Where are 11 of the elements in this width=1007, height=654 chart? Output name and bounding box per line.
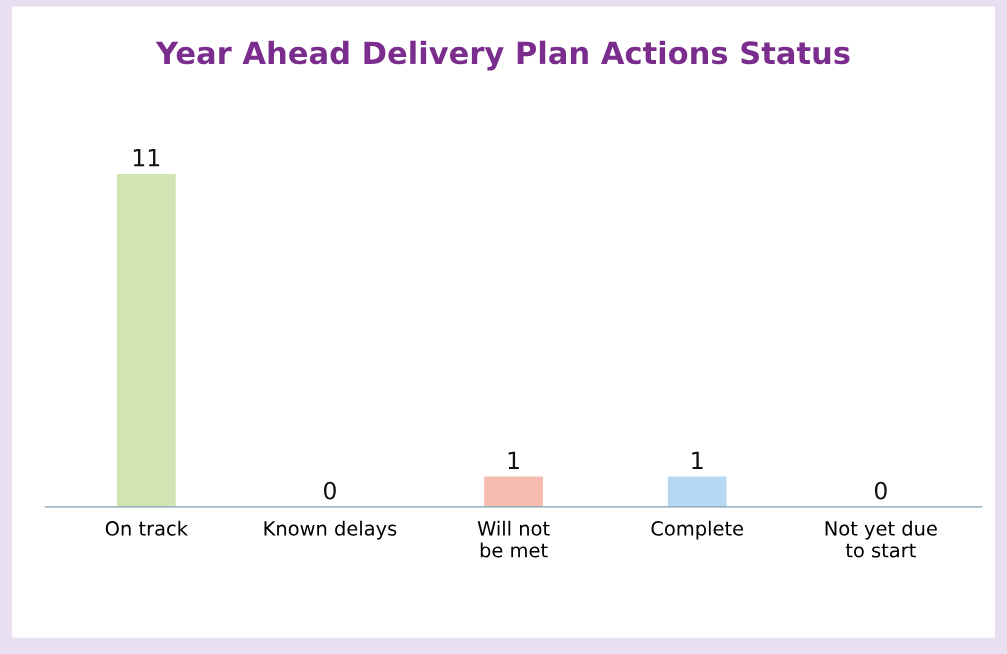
chart-title: Year Ahead Delivery Plan Actions Status	[155, 40, 850, 71]
x-tick-label: Will not be met	[477, 520, 550, 558]
x-tick-label: Not yet due to start	[825, 520, 937, 558]
x-tick-label: On track	[105, 520, 188, 536]
x-tick-label: Known delays	[264, 520, 397, 540]
data-label: 1	[508, 451, 519, 469]
data-label: 0	[323, 481, 336, 500]
x-tick-label: Complete	[651, 520, 744, 540]
data-label: 1	[692, 451, 703, 469]
data-label: 11	[133, 149, 160, 167]
data-label: 0	[874, 481, 887, 500]
